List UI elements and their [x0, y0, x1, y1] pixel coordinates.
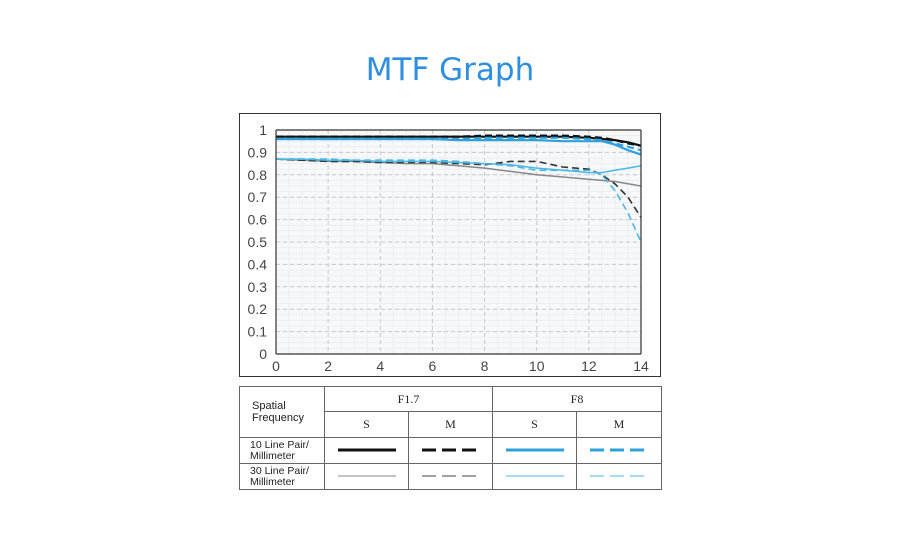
x-tick-label: 0	[272, 358, 280, 374]
series-line-8	[276, 158, 642, 243]
y-tick-label: 0	[259, 346, 267, 362]
row-label-10lp: 10 Line Pair/ Millimeter	[239, 437, 325, 464]
y-tick-label: 0.3	[248, 279, 268, 295]
spatial-frequency-line-2: Frequency	[252, 412, 304, 424]
x-tick-label: 4	[376, 358, 384, 374]
series-line-4	[276, 136, 642, 152]
spatial-frequency-line-1: Spatial	[252, 400, 286, 412]
aperture-f1-7: F1.7	[324, 386, 493, 412]
x-tick-label: 8	[481, 358, 489, 374]
spatial-frequency-header: Spatial Frequency	[239, 386, 325, 438]
y-tick-label: 0.2	[248, 301, 268, 317]
x-tick-label: 6	[429, 358, 437, 374]
x-tick-label: 14	[633, 358, 649, 374]
legend-sample-f8-m-30	[576, 463, 662, 490]
x-tick-label: 10	[529, 358, 545, 374]
legend-sample-f8-s-10	[492, 437, 577, 464]
legend-table: Spatial Frequency F1.7 F8 S M S M 10 Lin…	[239, 386, 662, 490]
y-tick-label: 0.6	[248, 212, 268, 228]
row-label-10lp-line-1: 10 Line Pair/	[250, 438, 309, 451]
series-line-6	[275, 158, 642, 218]
legend-sample-f1-7-s-10	[324, 437, 409, 464]
row-label-10lp-line-2: Millimeter	[250, 449, 295, 462]
row-label-30lp: 30 Line Pair/ Millimeter	[239, 463, 325, 490]
y-tick-label: 0.1	[248, 324, 268, 340]
mtf-chart-svg: 00.10.20.30.40.50.60.70.80.910 2 4 6 8 10 12 14	[248, 122, 649, 374]
aperture-f8: F8	[492, 386, 662, 412]
mtf-chart: 0 0.1 0.2 0.3 0.4 0.5 0.6 0.7 0.8 0.9 1 0 2 4 6 8 10 12 14	[239, 113, 661, 377]
f1-7-m-header: M	[408, 411, 493, 438]
legend-sample-f1-7-s-30	[324, 463, 409, 490]
series-line-2	[276, 134, 642, 147]
row-label-30lp-line-1: 30 Line Pair/	[250, 464, 309, 477]
row-label-30lp-line-2: Millimeter	[250, 475, 295, 488]
y-tick-label: 0.7	[248, 189, 268, 205]
y-tick-label: 1	[259, 122, 267, 138]
y-tick-label: 0.9	[248, 144, 268, 160]
legend-sample-f1-7-m-10	[408, 437, 493, 464]
x-tick-label: 2	[324, 358, 332, 374]
legend-sample-f8-s-30	[492, 463, 577, 490]
f8-s-header: S	[492, 411, 577, 438]
y-tick-label: 0.4	[248, 256, 268, 272]
page-title: MTF Graph	[365, 52, 535, 88]
legend-sample-f8-m-10	[576, 437, 662, 464]
y-tick-label: 0.8	[248, 167, 268, 183]
f1-7-s-header: S	[324, 411, 409, 438]
x-tick-label: 12	[581, 358, 597, 374]
legend-sample-f1-7-m-30	[408, 463, 493, 490]
f8-m-header: M	[576, 411, 662, 438]
y-tick-label: 0.5	[248, 234, 268, 250]
